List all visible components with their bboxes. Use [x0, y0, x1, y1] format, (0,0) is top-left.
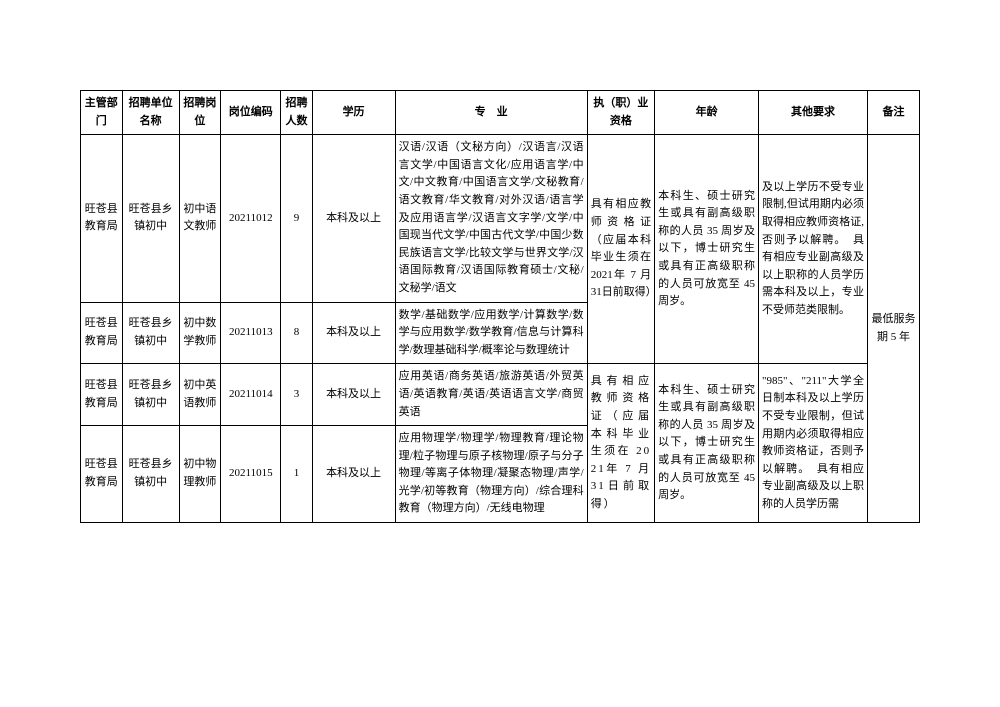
- header-major: 专 业: [395, 91, 587, 135]
- table-header-row: 主管部门 招聘单位名称 招聘岗位 岗位编码 招聘人数 学历 专 业 执（职）业资…: [81, 91, 920, 135]
- header-code: 岗位编码: [221, 91, 281, 135]
- cell-major: 汉语/汉语（文秘方向）/汉语言/汉语言文学/中国语言文化/应用语言学/中文/中文…: [395, 135, 587, 302]
- cell-dept: 旺苍县教育局: [81, 426, 123, 523]
- cell-num: 3: [281, 364, 312, 426]
- cell-code: 20211012: [221, 135, 281, 302]
- cell-post: 初中数学教师: [179, 302, 221, 364]
- cell-post: 初中物理教师: [179, 426, 221, 523]
- cell-qual: 具有相应教师资格证（应届本科毕业生须在 2021年 7 月 31日前取得）: [587, 364, 654, 523]
- header-qual: 执（职）业资格: [587, 91, 654, 135]
- header-num: 招聘人数: [281, 91, 312, 135]
- cell-post: 初中语文教师: [179, 135, 221, 302]
- header-unit: 招聘单位名称: [122, 91, 179, 135]
- cell-major: 数学/基础数学/应用数学/计算数学/数学与应用数学/数学教育/信息与计算科学/数…: [395, 302, 587, 364]
- cell-edu: 本科及以上: [312, 302, 395, 364]
- header-other: 其他要求: [759, 91, 868, 135]
- header-dept: 主管部门: [81, 91, 123, 135]
- cell-qual: 具有相应教师资格证（应届本科毕业生须在 2021年 7 月 31日前取得）: [587, 135, 654, 364]
- header-edu: 学历: [312, 91, 395, 135]
- cell-note: 最低服务期 5 年: [868, 135, 920, 523]
- cell-unit: 旺苍县乡镇初中: [122, 135, 179, 302]
- cell-age: 本科生、硕士研究生或具有副高级职称的人员 35 周岁及以下，博士研究生或具有正高…: [655, 135, 759, 364]
- cell-edu: 本科及以上: [312, 364, 395, 426]
- document-page: 主管部门 招聘单位名称 招聘岗位 岗位编码 招聘人数 学历 专 业 执（职）业资…: [0, 0, 1000, 563]
- header-post: 招聘岗位: [179, 91, 221, 135]
- recruitment-table: 主管部门 招聘单位名称 招聘岗位 岗位编码 招聘人数 学历 专 业 执（职）业资…: [80, 90, 920, 523]
- cell-edu: 本科及以上: [312, 135, 395, 302]
- cell-code: 20211014: [221, 364, 281, 426]
- cell-dept: 旺苍县教育局: [81, 364, 123, 426]
- header-age: 年龄: [655, 91, 759, 135]
- cell-major: 应用物理学/物理学/物理教育/理论物理/粒子物理与原子核物理/原子与分子物理/等…: [395, 426, 587, 523]
- cell-num: 1: [281, 426, 312, 523]
- table-row: 旺苍县教育局 旺苍县乡镇初中 初中英语教师 20211014 3 本科及以上 应…: [81, 364, 920, 426]
- cell-code: 20211015: [221, 426, 281, 523]
- cell-unit: 旺苍县乡镇初中: [122, 426, 179, 523]
- cell-other: "985"、"211"大学全日制本科及以上学历不受专业限制，但试用期内必须取得相…: [759, 364, 868, 523]
- cell-unit: 旺苍县乡镇初中: [122, 302, 179, 364]
- cell-num: 8: [281, 302, 312, 364]
- table-row: 旺苍县教育局 旺苍县乡镇初中 初中语文教师 20211012 9 本科及以上 汉…: [81, 135, 920, 302]
- cell-post: 初中英语教师: [179, 364, 221, 426]
- header-note: 备注: [868, 91, 920, 135]
- cell-other: 及以上学历不受专业限制,但试用期内必须取得相应教师资格证,否则予以解聘。 具有相…: [759, 135, 868, 364]
- cell-dept: 旺苍县教育局: [81, 302, 123, 364]
- cell-edu: 本科及以上: [312, 426, 395, 523]
- cell-major: 应用英语/商务英语/旅游英语/外贸英语/英语教育/英语/英语语言文学/商贸英语: [395, 364, 587, 426]
- cell-unit: 旺苍县乡镇初中: [122, 364, 179, 426]
- cell-age: 本科生、硕士研究生或具有副高级职称的人员 35 周岁及以下，博士研究生或具有正高…: [655, 364, 759, 523]
- cell-dept: 旺苍县教育局: [81, 135, 123, 302]
- cell-code: 20211013: [221, 302, 281, 364]
- cell-num: 9: [281, 135, 312, 302]
